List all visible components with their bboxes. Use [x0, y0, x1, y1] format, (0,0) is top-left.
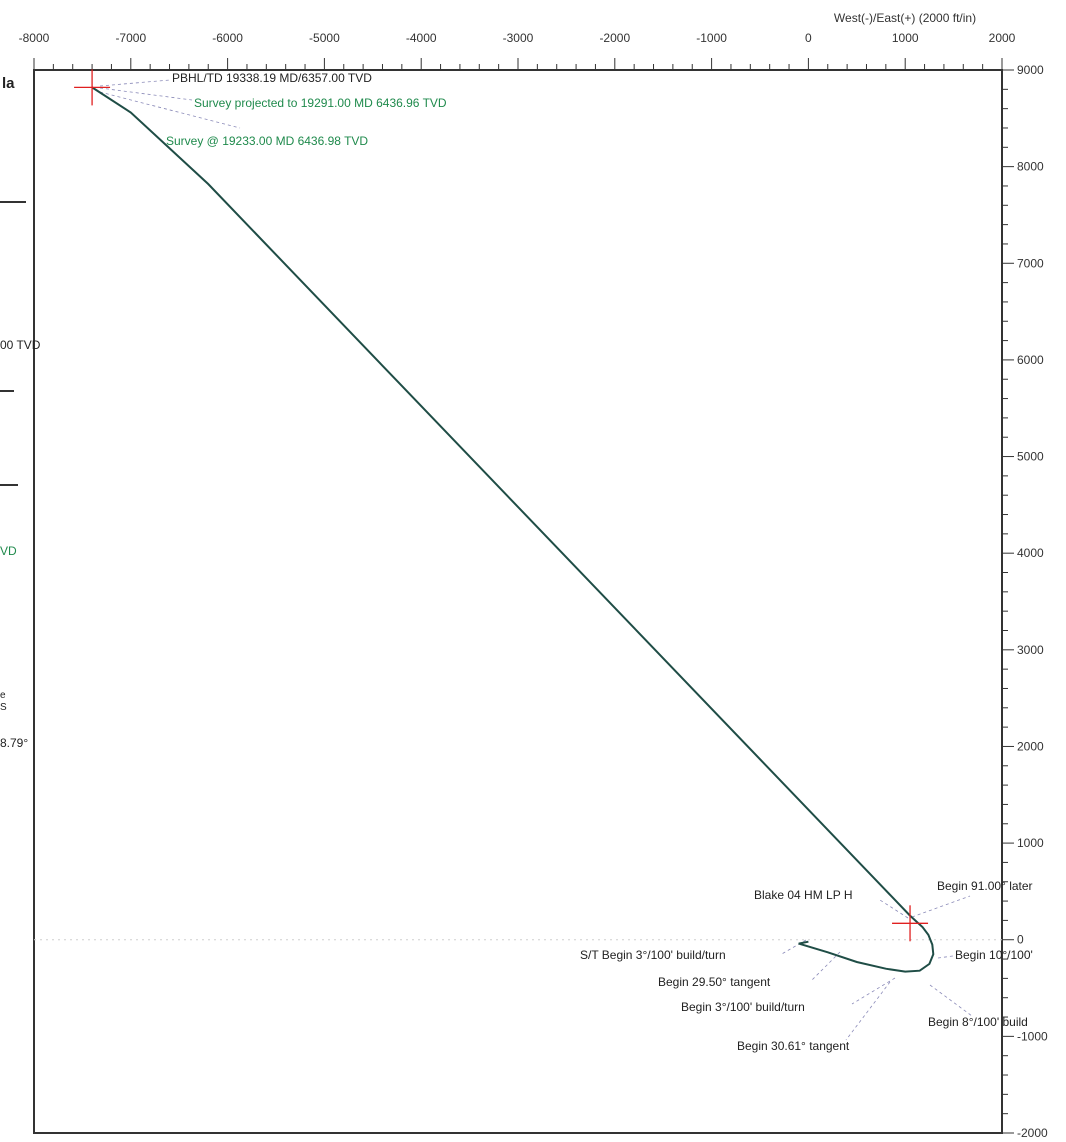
annotation-leader: [929, 984, 973, 1017]
left-divider-2: [0, 390, 14, 392]
x-tick-label: -1000: [696, 31, 727, 45]
x-tick-label: -5000: [309, 31, 340, 45]
plot-frame: [33, 69, 1003, 1134]
annotation-leader: [99, 87, 193, 101]
x-axis-title: West(-)/East(+) (2000 ft/in): [834, 11, 976, 25]
annotation-leader: [937, 955, 954, 959]
annotation-label: Begin 10°/100': [955, 948, 1033, 962]
x-tick-label: -3000: [503, 31, 534, 45]
left-fragment-2: S: [0, 702, 7, 713]
axis-ticks: [33, 58, 1014, 1134]
annotation-label: S/T Begin 3°/100' build/turn: [580, 948, 726, 962]
left-divider-1: [0, 201, 26, 203]
annotation-label: Begin 3°/100' build/turn: [681, 1000, 805, 1014]
target-cross-marker: [74, 69, 111, 106]
annotation-label: Survey @ 19233.00 MD 6436.98 TVD: [166, 134, 368, 148]
annotation-label: Survey projected to 19291.00 MD 6436.96 …: [194, 96, 447, 110]
left-fragment-3: 8.79°: [0, 736, 29, 750]
annotation-label: Blake 04 HM LP H: [754, 888, 853, 902]
plot-border: [33, 69, 1003, 1134]
x-tick-label: 1000: [892, 31, 919, 45]
x-tick-label: -2000: [599, 31, 630, 45]
left-fragment-1: e: [0, 690, 6, 701]
annotation-labels: PBHL/TD 19338.19 MD/6357.00 TVD Survey pr…: [166, 71, 1033, 1053]
annotation-leader-lines: [99, 79, 973, 1041]
annotation-label: Begin 29.50° tangent: [658, 975, 771, 989]
target-cross-marker: [892, 905, 929, 942]
axis-tick-labels: -8000 -7000 -6000 -5000 -4000 -3000 -2000 -1000…: [19, 31, 1048, 1140]
annotation-label: PBHL/TD 19338.19 MD/6357.00 TVD: [172, 71, 372, 85]
left-divider-3: [0, 484, 18, 486]
annotation-leader: [99, 79, 171, 87]
annotation-leader: [779, 939, 807, 956]
annotation-leader: [911, 895, 971, 918]
left-fragment-tvd-1: 00 TVD: [0, 338, 41, 352]
annotation-label: Begin 91.00° later: [937, 879, 1033, 893]
y-tick-label: -2000: [1017, 1126, 1048, 1140]
annotation-leader: [99, 91, 241, 129]
x-tick-label: -8000: [19, 31, 50, 45]
y-tick-label: 8000: [1017, 160, 1044, 174]
target-markers: [74, 69, 929, 942]
annotation-leader: [811, 951, 841, 981]
y-tick-label: 3000: [1017, 643, 1044, 657]
annotation-label: Begin 30.61° tangent: [737, 1039, 850, 1053]
wellbore-path: [91, 86, 935, 973]
x-tick-label: -7000: [115, 31, 146, 45]
y-tick-label: 9000: [1017, 63, 1044, 77]
annotation-label: Begin 8°/100' build: [928, 1015, 1028, 1029]
left-fragment-title: la: [2, 75, 15, 92]
x-tick-label: -4000: [406, 31, 437, 45]
y-tick-label: 6000: [1017, 353, 1044, 367]
y-tick-label: 0: [1017, 933, 1024, 947]
y-tick-label: 4000: [1017, 546, 1044, 560]
x-tick-label: 2000: [989, 31, 1016, 45]
annotation-leader: [845, 981, 891, 1041]
y-tick-label: 1000: [1017, 836, 1044, 850]
wellbore-trajectory-line: [91, 86, 935, 973]
x-tick-label: 0: [805, 31, 812, 45]
left-fragment-tvd-2: VD: [0, 544, 17, 558]
annotation-leader: [851, 977, 896, 1005]
y-tick-label: 5000: [1017, 450, 1044, 464]
y-tick-label: 7000: [1017, 256, 1044, 270]
y-tick-label: 2000: [1017, 739, 1044, 753]
y-tick-label: -1000: [1017, 1029, 1048, 1043]
x-tick-label: -6000: [212, 31, 243, 45]
